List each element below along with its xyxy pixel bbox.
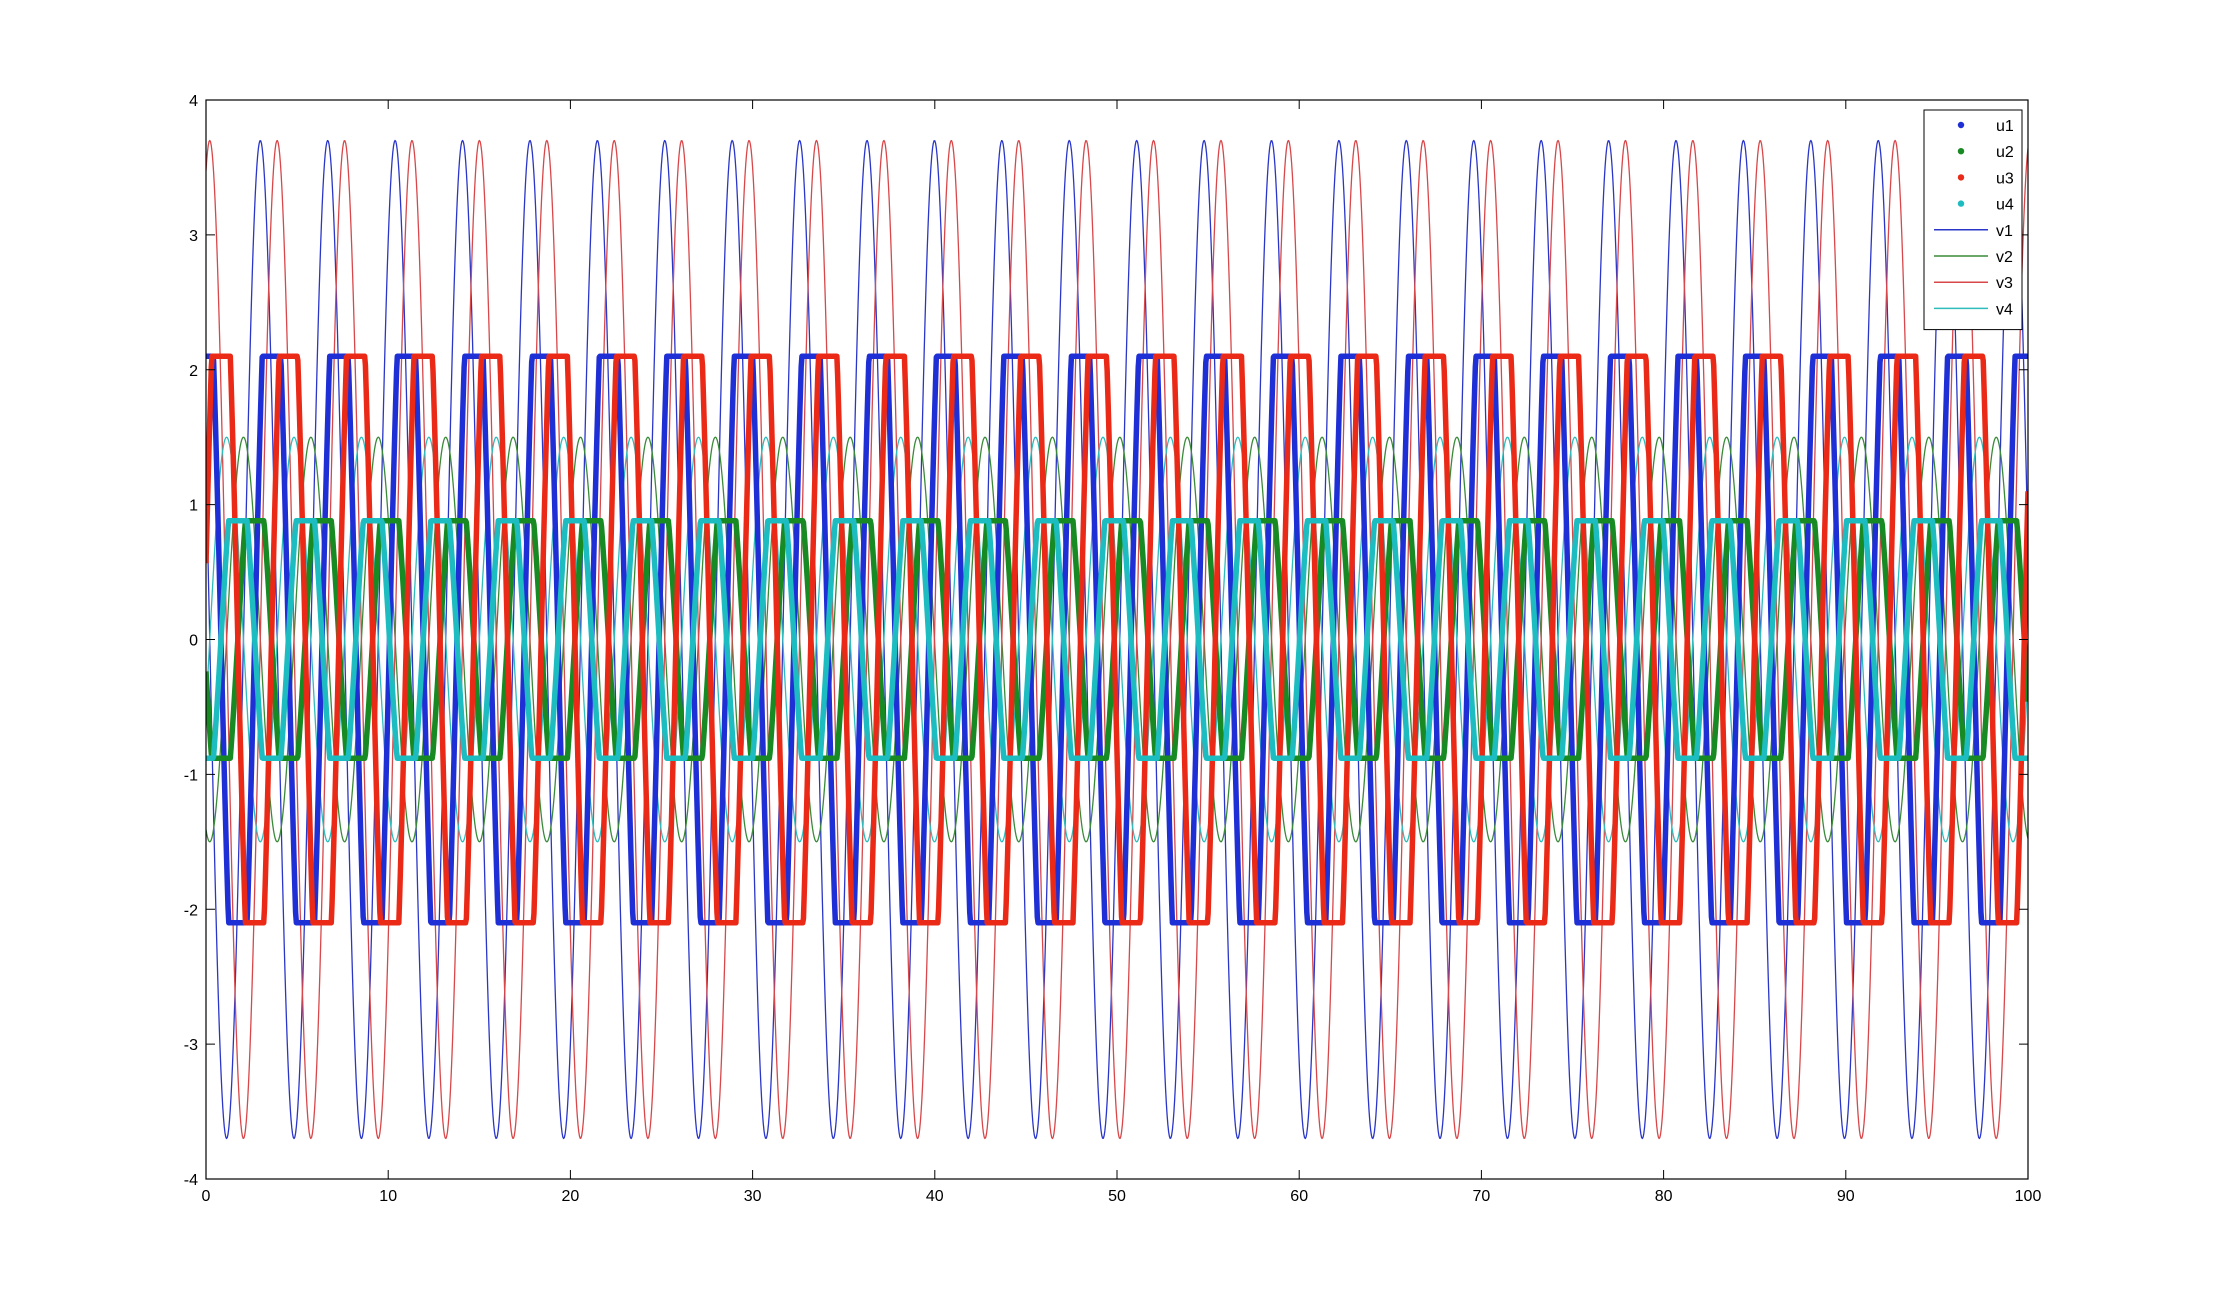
x-tick-label: 0 bbox=[202, 1188, 211, 1205]
x-tick-label: 10 bbox=[379, 1188, 397, 1205]
x-tick-label: 100 bbox=[2015, 1188, 2042, 1205]
x-tick-label: 60 bbox=[1290, 1188, 1308, 1205]
legend-label-u4: u4 bbox=[1996, 197, 2014, 214]
y-tick-label: 3 bbox=[189, 228, 198, 245]
y-tick-label: 0 bbox=[189, 633, 198, 650]
legend-marker-u3 bbox=[1957, 174, 1965, 181]
legend-marker-u4 bbox=[1957, 200, 1965, 207]
legend-label-u2: u2 bbox=[1996, 144, 2014, 161]
x-tick-label: 80 bbox=[1655, 1188, 1673, 1205]
x-tick-label: 20 bbox=[562, 1188, 580, 1205]
legend-label-u1: u1 bbox=[1996, 118, 2014, 135]
y-tick-label: 2 bbox=[189, 363, 198, 380]
series-line-u1 bbox=[206, 353, 2028, 926]
legend-box bbox=[1923, 109, 2023, 331]
legend-label-u3: u3 bbox=[1996, 170, 2014, 187]
legend-label-v3: v3 bbox=[1996, 275, 2013, 292]
series-line-v2 bbox=[206, 436, 2028, 843]
x-tick-label: 40 bbox=[926, 1188, 944, 1205]
x-tick-label: 90 bbox=[1837, 1188, 1855, 1205]
y-tick-label: -1 bbox=[184, 767, 198, 784]
series-line-v3 bbox=[206, 139, 2028, 1140]
legend: u1 u2 u3 u4 v1 v2 v3 v4 bbox=[1923, 109, 2023, 331]
legend-marker-u1 bbox=[1957, 121, 1965, 129]
ticks-layer: 0 10 20 30 40 50 60 70 80 90 100 -4 -3 -2 -1 0 1 2 3 4 bbox=[184, 93, 2042, 1205]
series-line-u4 bbox=[206, 518, 2028, 761]
x-tick-label: 50 bbox=[1108, 1188, 1126, 1205]
y-tick-label: -2 bbox=[184, 902, 198, 919]
y-tick-label: 4 bbox=[189, 93, 198, 110]
legend-label-v4: v4 bbox=[1996, 301, 2013, 318]
y-tick-label: -3 bbox=[184, 1037, 198, 1054]
legend-label-v1: v1 bbox=[1996, 223, 2013, 240]
legend-marker-u2 bbox=[1957, 148, 1965, 155]
x-tick-label: 30 bbox=[744, 1188, 762, 1205]
series-line-u3 bbox=[206, 353, 2028, 926]
series-layer bbox=[206, 139, 2028, 1140]
series-line-u2 bbox=[206, 518, 2028, 761]
legend-label-v2: v2 bbox=[1996, 249, 2013, 266]
y-tick-label: 1 bbox=[189, 498, 198, 515]
x-tick-label: 70 bbox=[1473, 1188, 1491, 1205]
y-tick-label: -4 bbox=[184, 1172, 198, 1189]
